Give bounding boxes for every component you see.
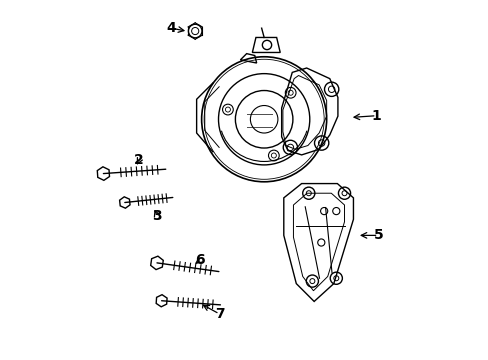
Text: 1: 1: [371, 109, 381, 123]
Text: 7: 7: [214, 307, 224, 321]
Text: 4: 4: [166, 21, 176, 35]
Text: 2: 2: [134, 153, 143, 167]
Text: 6: 6: [195, 253, 204, 267]
Text: 3: 3: [152, 209, 162, 223]
Text: 5: 5: [373, 228, 383, 242]
